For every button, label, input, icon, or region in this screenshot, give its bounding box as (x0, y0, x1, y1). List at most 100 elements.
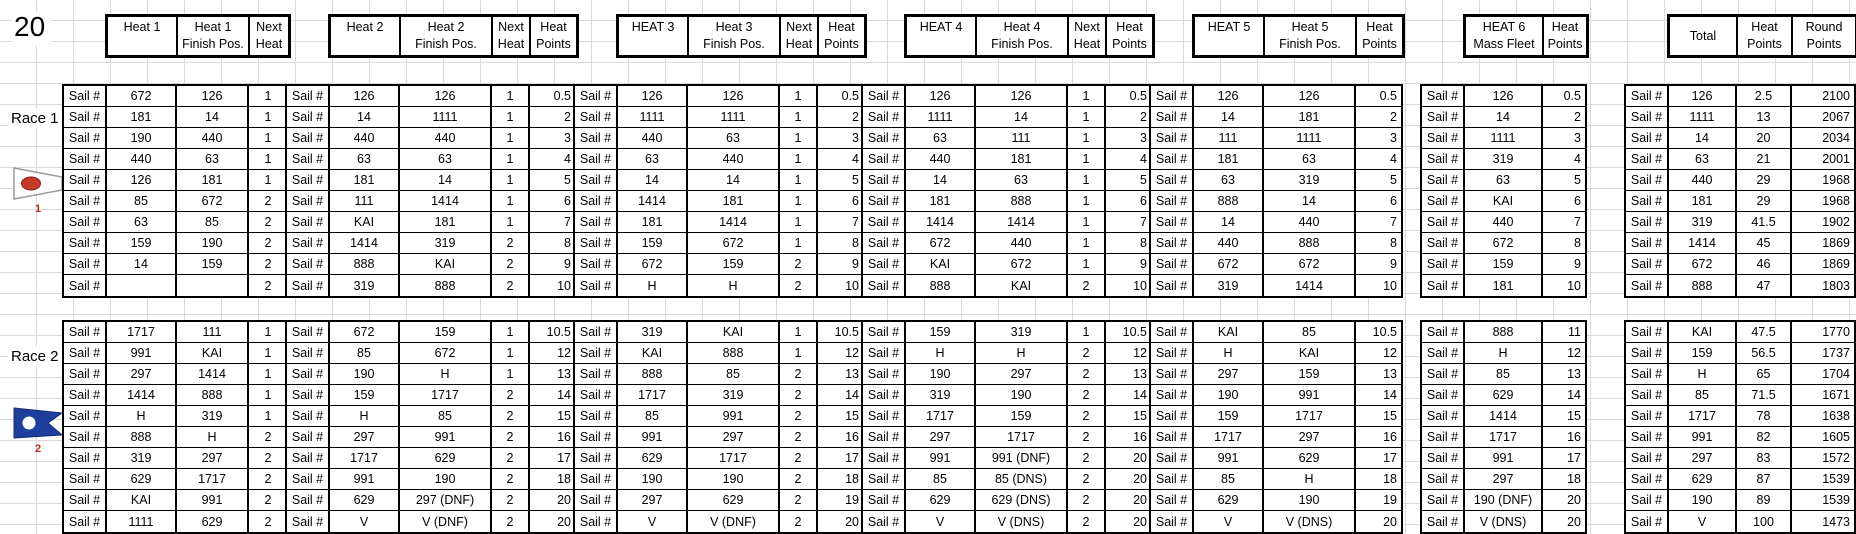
heat4-finish-pos-cell[interactable]: 672 (976, 254, 1068, 275)
heat3-sail-cell[interactable]: 159 (618, 233, 688, 254)
heat2-finish-pos-cell[interactable]: 126 (400, 86, 492, 107)
heat3-sail-cell[interactable]: 440 (618, 128, 688, 149)
heat1-next-heat-cell[interactable]: 1 (249, 128, 287, 149)
sail-label-cell[interactable]: Sail # (64, 511, 107, 532)
heat1-next-heat-cell[interactable]: 2 (249, 212, 287, 233)
heat3-heat-points-cell[interactable]: 2 (818, 107, 863, 128)
sail-label-cell[interactable]: Sail # (64, 233, 107, 254)
sail-label-cell[interactable]: Sail # (287, 427, 330, 448)
heat1-finish-pos-cell[interactable]: 1717 (177, 469, 249, 490)
heat6-sail-cell[interactable]: V (DNS) (1465, 511, 1543, 532)
heat6-sail-cell[interactable]: 126 (1465, 86, 1543, 107)
heat3-heat-points-cell[interactable]: 5 (818, 170, 863, 191)
heat3-finish-pos-cell[interactable]: 888 (688, 343, 780, 364)
sail-label-cell[interactable]: Sail # (1422, 469, 1465, 490)
heat3-finish-pos-cell[interactable]: 159 (688, 254, 780, 275)
heat2-heat-points-cell[interactable]: 4 (530, 149, 575, 170)
heat4-heat-points-cell[interactable]: 8 (1106, 233, 1151, 254)
heat6-sail-cell[interactable]: 1414 (1465, 406, 1543, 427)
sail-label-cell[interactable]: Sail # (1626, 254, 1669, 275)
total-sail-cell[interactable]: 319 (1669, 212, 1737, 233)
heat1-finish-pos-cell[interactable]: 159 (177, 254, 249, 275)
heat5-finish-pos-cell[interactable]: 629 (1264, 448, 1356, 469)
sail-label-cell[interactable]: Sail # (287, 406, 330, 427)
sail-label-cell[interactable]: Sail # (1626, 107, 1669, 128)
sail-label-cell[interactable]: Sail # (1151, 322, 1194, 343)
heat4-next-heat-cell[interactable]: 2 (1068, 385, 1106, 406)
total-sail-cell[interactable]: 297 (1669, 448, 1737, 469)
heat5-sail-cell[interactable]: 629 (1194, 490, 1264, 511)
heat4-heat-points-cell[interactable]: 20 (1106, 469, 1151, 490)
sail-label-cell[interactable]: Sail # (1422, 448, 1465, 469)
sail-label-cell[interactable]: Sail # (1422, 212, 1465, 233)
heat3-heat-points-cell[interactable]: 7 (818, 212, 863, 233)
sail-label-cell[interactable]: Sail # (64, 212, 107, 233)
heat1-sail-cell[interactable]: 319 (107, 448, 177, 469)
heat4-heat-points-cell[interactable]: 13 (1106, 364, 1151, 385)
heat3-heat-points-cell[interactable]: 6 (818, 191, 863, 212)
heat5-finish-pos-cell[interactable]: KAI (1264, 343, 1356, 364)
heat1-next-heat-cell[interactable]: 1 (249, 86, 287, 107)
sail-label-cell[interactable]: Sail # (575, 254, 618, 275)
total-heat-points-cell[interactable]: 13 (1737, 107, 1792, 128)
heat6-heat-points-cell[interactable]: 7 (1543, 212, 1585, 233)
heat2-heat-points-cell[interactable]: 5 (530, 170, 575, 191)
heat1-sail-cell[interactable]: 1717 (107, 322, 177, 343)
sail-label-cell[interactable]: Sail # (1422, 254, 1465, 275)
sail-label-cell[interactable]: Sail # (287, 212, 330, 233)
total-sail-cell[interactable]: 440 (1669, 170, 1737, 191)
heat2-heat-points-cell[interactable]: 20 (557, 514, 571, 529)
heat5-sail-cell[interactable]: 111 (1194, 128, 1264, 149)
sail-label-cell[interactable]: Sail # (1422, 275, 1465, 296)
heat3-heat-points-cell[interactable]: 13 (818, 364, 863, 385)
sail-label-cell[interactable]: Sail # (575, 128, 618, 149)
sail-label-cell[interactable]: Sail # (575, 343, 618, 364)
heat4-sail-cell[interactable]: 319 (906, 385, 976, 406)
heat6-sail-cell[interactable]: 63 (1465, 170, 1543, 191)
heat1-finish-pos-cell[interactable]: 14 (177, 107, 249, 128)
heat5-heat-points-cell[interactable]: 13 (1356, 364, 1401, 385)
heat3-next-heat-cell[interactable]: 2 (780, 427, 818, 448)
heat5-finish-pos-cell[interactable]: 159 (1264, 364, 1356, 385)
heat3-finish-pos-cell[interactable]: 629 (688, 490, 780, 511)
sail-label-cell[interactable]: Sail # (1422, 322, 1465, 343)
sail-label-cell[interactable]: Sail # (1626, 406, 1669, 427)
heat2-next-heat-cell[interactable]: 1 (492, 191, 530, 212)
heat5-sail-cell[interactable]: 14 (1194, 107, 1264, 128)
heat6-heat-points-cell[interactable]: 12 (1543, 343, 1585, 364)
heat4-sail-cell[interactable]: 85 (906, 469, 976, 490)
heat5-heat-points-cell[interactable]: 7 (1356, 212, 1401, 233)
heat2-sail-cell[interactable]: 63 (330, 149, 400, 170)
sail-label-cell[interactable]: Sail # (575, 427, 618, 448)
total-sail-cell[interactable]: 14 (1669, 128, 1737, 149)
sail-label-cell[interactable]: Sail # (1151, 86, 1194, 107)
sail-label-cell[interactable]: Sail # (1151, 469, 1194, 490)
heat5-finish-pos-cell[interactable]: 1717 (1264, 406, 1356, 427)
heat4-finish-pos-cell[interactable]: 181 (976, 149, 1068, 170)
sail-label-cell[interactable]: Sail # (287, 149, 330, 170)
heat4-heat-points-cell[interactable]: 20 (1106, 448, 1151, 469)
sail-label-cell[interactable]: Sail # (1626, 170, 1669, 191)
heat2-finish-pos-cell[interactable]: 672 (400, 343, 492, 364)
heat5-heat-points-cell[interactable]: 3 (1356, 128, 1401, 149)
heat4-sail-cell[interactable]: V (906, 511, 976, 532)
heat1-finish-pos-cell[interactable]: 629 (177, 511, 249, 532)
heat3-heat-points-cell[interactable]: 12 (818, 343, 863, 364)
heat1-finish-pos-cell[interactable]: 126 (177, 86, 249, 107)
heat3-heat-points-cell[interactable]: 17 (818, 448, 863, 469)
heat1-next-heat-cell[interactable]: 2 (264, 514, 272, 529)
heat2-heat-points-cell[interactable]: 16 (530, 427, 575, 448)
heat4-sail-cell[interactable]: 126 (906, 86, 976, 107)
heat1-finish-pos-cell[interactable]: 190 (177, 233, 249, 254)
heat3-next-heat-cell[interactable]: 1 (780, 149, 818, 170)
heat4-sail-cell[interactable]: 672 (906, 233, 976, 254)
heat1-next-heat-cell[interactable]: 2 (249, 427, 287, 448)
sail-label-cell[interactable]: Sail # (287, 385, 330, 406)
heat4-finish-pos-cell[interactable]: 14 (976, 107, 1068, 128)
heat4-sail-cell[interactable]: 159 (906, 322, 976, 343)
total-heat-points-cell[interactable]: 82 (1737, 427, 1792, 448)
sail-label-cell[interactable]: Sail # (863, 86, 906, 107)
heat3-sail-cell[interactable]: 319 (618, 322, 688, 343)
heat3-sail-cell[interactable]: 297 (618, 490, 688, 511)
sail-label-cell[interactable]: Sail # (575, 511, 618, 532)
